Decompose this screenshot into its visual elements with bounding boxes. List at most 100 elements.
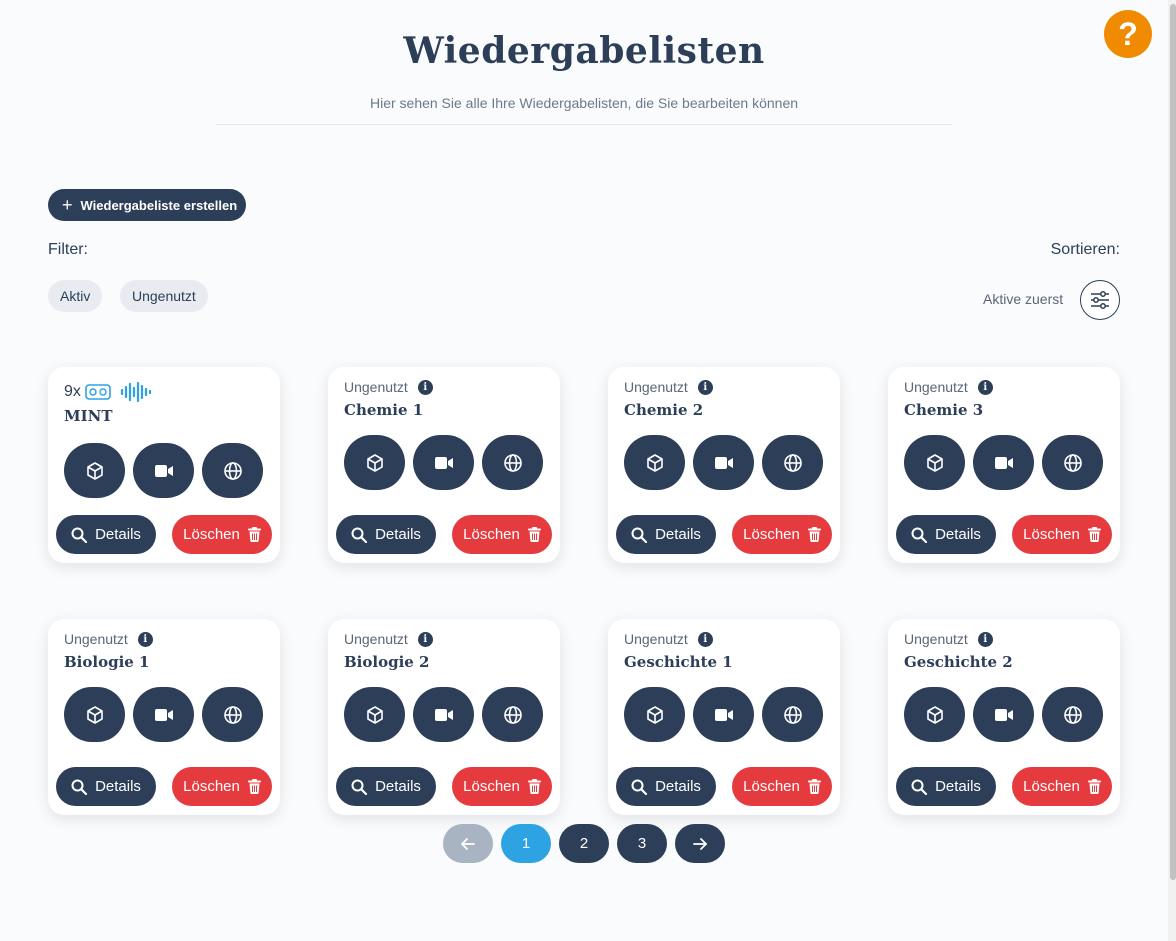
delete-label: Löschen (1023, 778, 1080, 795)
cube-button[interactable] (624, 687, 685, 742)
sort-button[interactable] (1080, 280, 1120, 320)
playlist-status: Ungenutzt i (344, 379, 433, 395)
info-icon[interactable]: i (697, 631, 713, 647)
trash-icon (527, 527, 541, 542)
video-button[interactable] (693, 687, 754, 742)
delete-button[interactable]: Löschen (1012, 515, 1112, 554)
delete-button[interactable]: Löschen (732, 515, 832, 554)
web-button[interactable] (762, 687, 823, 742)
page-button-1[interactable]: 1 (501, 824, 551, 863)
filter-label: Filter: (48, 241, 88, 258)
page-button-3[interactable]: 3 (617, 824, 667, 863)
playlist-card-mint: 9x MINT Details Löschen (48, 367, 280, 563)
playlist-name: Chemie 2 (624, 401, 704, 419)
details-label: Details (95, 526, 141, 543)
playlist-name: MINT (64, 407, 113, 425)
video-button[interactable] (133, 443, 194, 498)
delete-button[interactable]: Löschen (172, 767, 272, 806)
video-button[interactable] (693, 435, 754, 490)
info-icon[interactable]: i (977, 379, 993, 395)
globe-icon (223, 461, 242, 480)
page-subtitle: Hier sehen Sie alle Ihre Wiedergabeliste… (369, 95, 799, 111)
delete-button[interactable]: Löschen (732, 767, 832, 806)
delete-button[interactable]: Löschen (452, 515, 552, 554)
details-button[interactable]: Details (616, 515, 716, 554)
playlist-status-label: Ungenutzt (624, 631, 688, 647)
web-button[interactable] (1042, 687, 1103, 742)
cube-button[interactable] (624, 435, 685, 490)
details-button[interactable]: Details (56, 515, 156, 554)
video-button[interactable] (413, 435, 474, 490)
web-button[interactable] (202, 687, 263, 742)
video-camera-icon (154, 464, 173, 477)
details-label: Details (935, 526, 981, 543)
trash-icon (807, 527, 821, 542)
video-camera-icon (434, 708, 453, 721)
info-icon[interactable]: i (137, 631, 153, 647)
cube-button[interactable] (64, 687, 125, 742)
details-button[interactable]: Details (56, 767, 156, 806)
details-button[interactable]: Details (896, 767, 996, 806)
delete-button[interactable]: Löschen (452, 767, 552, 806)
help-button[interactable]: ? (1104, 10, 1152, 58)
create-playlist-button[interactable]: + Wiedergabeliste erstellen (48, 189, 246, 221)
video-camera-icon (434, 456, 453, 469)
playlist-status-label: Ungenutzt (904, 379, 968, 395)
search-icon (71, 779, 88, 795)
title-divider (216, 124, 952, 125)
playlist-card: Ungenutzt i Geschichte 1 Details Löschen (608, 619, 840, 815)
cube-icon (646, 705, 663, 724)
playlist-card: Ungenutzt i Chemie 3 Details Löschen (888, 367, 1120, 563)
globe-icon (1063, 705, 1082, 724)
video-button[interactable] (413, 687, 474, 742)
scrollbar-thumb[interactable] (1170, 4, 1176, 880)
cube-button[interactable] (904, 687, 965, 742)
web-button[interactable] (1042, 435, 1103, 490)
playlist-status: Ungenutzt i (64, 631, 153, 647)
page-button-2[interactable]: 2 (559, 824, 609, 863)
web-button[interactable] (482, 435, 543, 490)
cube-icon (926, 453, 943, 472)
filter-chip-active[interactable]: Aktiv (48, 280, 103, 312)
delete-label: Löschen (463, 526, 520, 543)
video-button[interactable] (973, 435, 1034, 490)
video-camera-icon (994, 708, 1013, 721)
info-icon[interactable]: i (977, 631, 993, 647)
playlist-status-label: Ungenutzt (904, 631, 968, 647)
info-icon[interactable]: i (417, 631, 433, 647)
cube-button[interactable] (904, 435, 965, 490)
web-button[interactable] (202, 443, 263, 498)
playlist-media-buttons (64, 443, 263, 498)
web-button[interactable] (482, 687, 543, 742)
next-page-button[interactable] (675, 824, 725, 863)
trash-icon (1087, 779, 1101, 794)
cube-button[interactable] (64, 443, 125, 498)
filter-chip-unused[interactable]: Ungenutzt (120, 280, 208, 312)
playlist-status: Ungenutzt i (624, 379, 713, 395)
delete-label: Löschen (463, 778, 520, 795)
video-button[interactable] (133, 687, 194, 742)
playlist-actions: Details Löschen (336, 767, 552, 806)
cube-button[interactable] (344, 687, 405, 742)
prev-page-button[interactable] (443, 824, 493, 863)
playlist-card: Ungenutzt i Geschichte 2 Details Löschen (888, 619, 1120, 815)
web-button[interactable] (762, 435, 823, 490)
globe-icon (503, 705, 522, 724)
details-button[interactable]: Details (896, 515, 996, 554)
playlist-media-buttons (64, 687, 263, 742)
details-button[interactable]: Details (616, 767, 716, 806)
arrow-left-icon (461, 837, 475, 850)
info-icon[interactable]: i (417, 379, 433, 395)
video-button[interactable] (973, 687, 1034, 742)
details-button[interactable]: Details (336, 767, 436, 806)
playlist-media-buttons (624, 687, 823, 742)
cube-button[interactable] (344, 435, 405, 490)
page-title: Wiedergabelisten (403, 30, 765, 72)
delete-button[interactable]: Löschen (1012, 767, 1112, 806)
playlist-card: Ungenutzt i Chemie 1 Details Löschen (328, 367, 560, 563)
delete-button[interactable]: Löschen (172, 515, 272, 554)
details-button[interactable]: Details (336, 515, 436, 554)
info-icon[interactable]: i (697, 379, 713, 395)
sliders-icon (1091, 291, 1109, 309)
globe-icon (503, 453, 522, 472)
